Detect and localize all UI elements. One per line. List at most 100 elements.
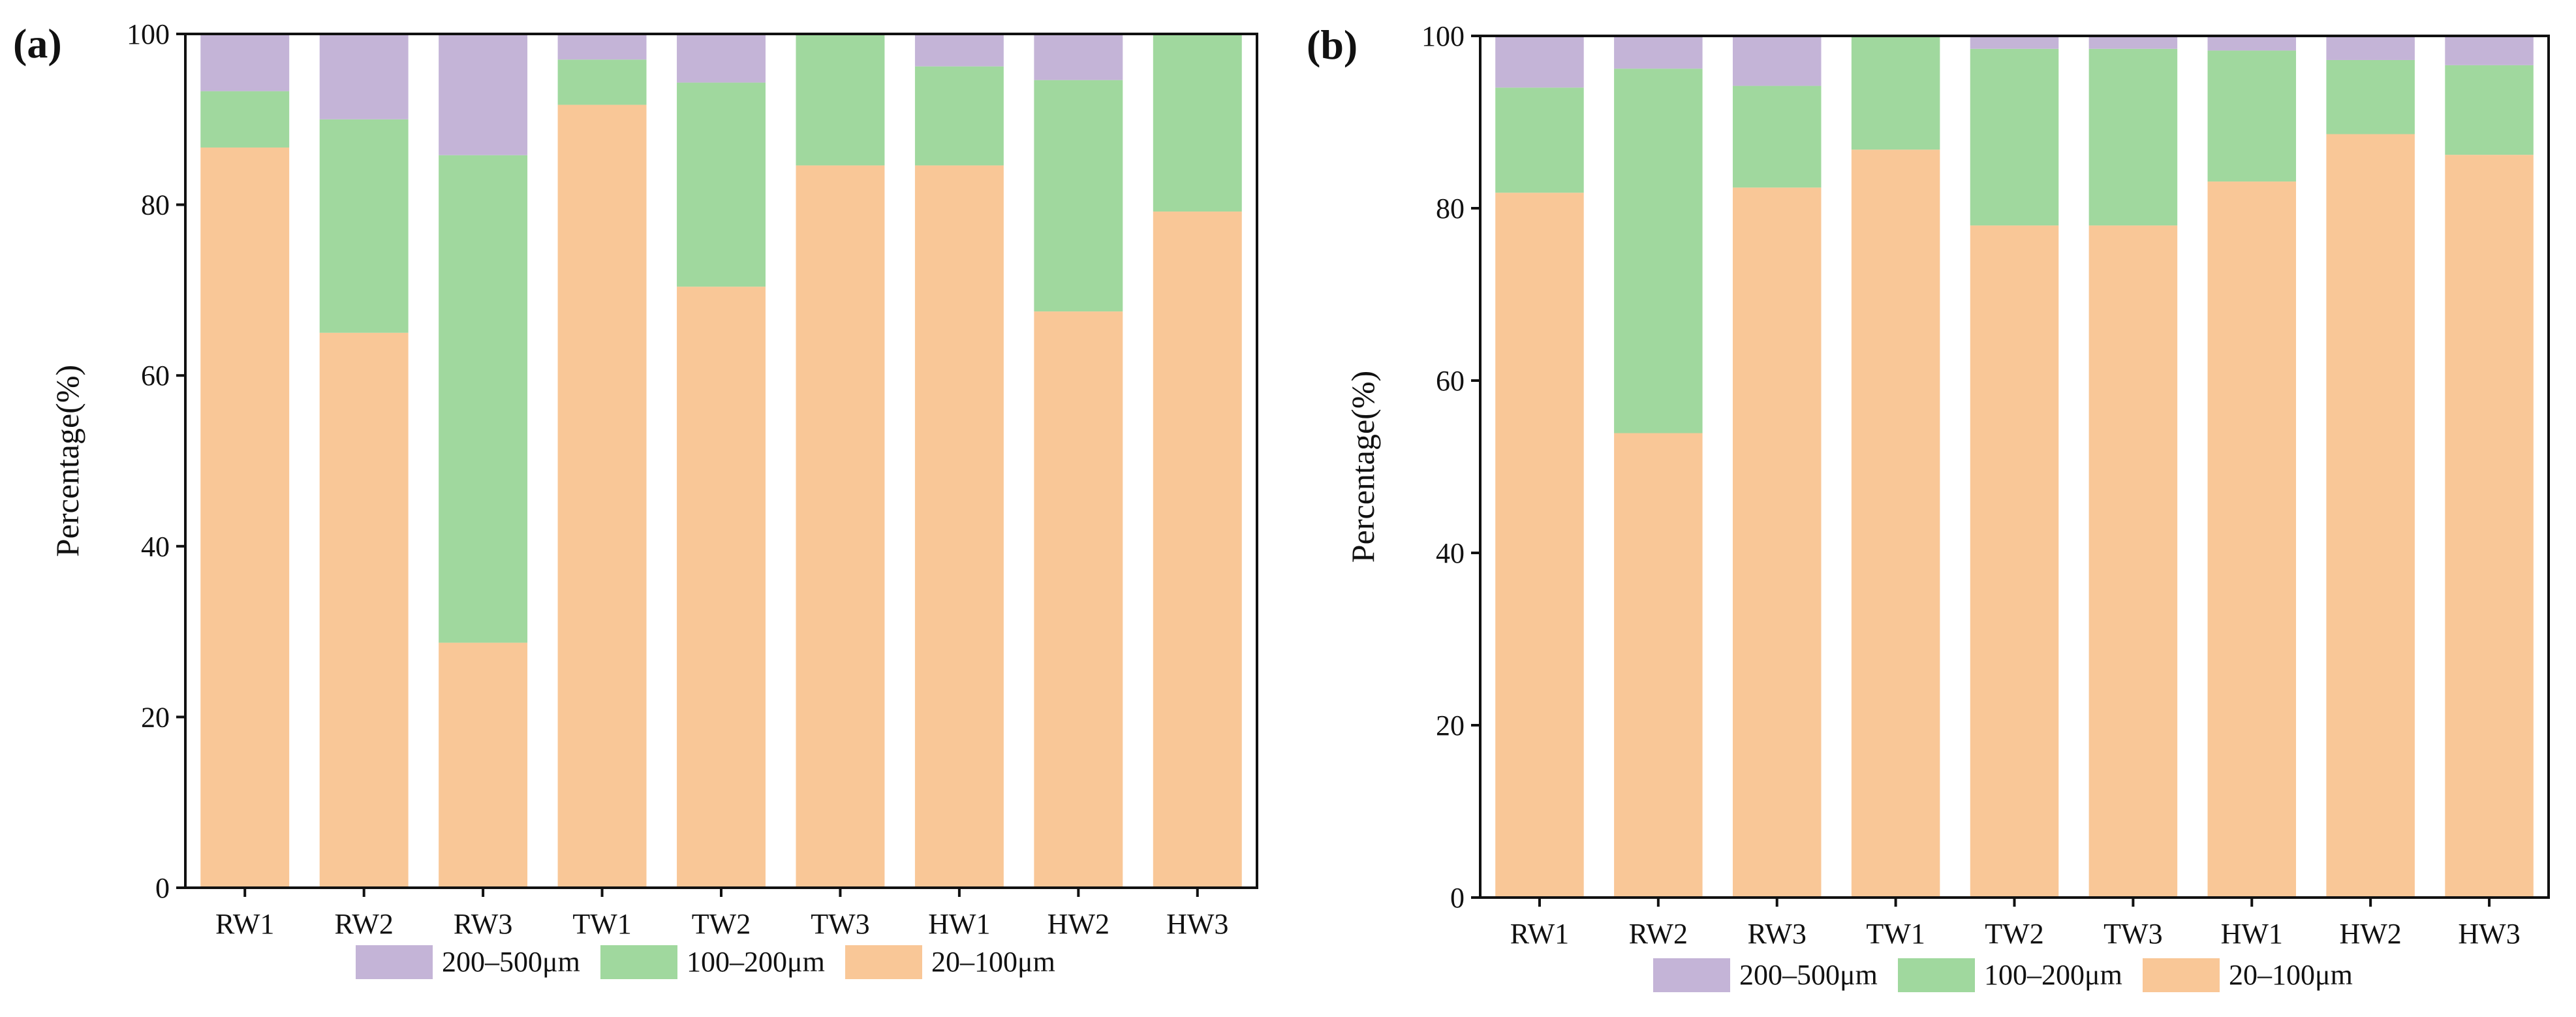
x-tick-label-hw1: HW1 [2221,918,2283,950]
y-axis-title: Percentage(%) [49,365,85,557]
bar-hw3-series-0 [1153,211,1242,888]
bar-hw1-series-1 [914,66,1004,166]
legend-swatch [2143,958,2220,992]
x-tick-label-rw3: RW3 [1747,918,1806,950]
bar-hw3-series-0 [2445,155,2534,898]
y-axis-title: Percentage(%) [1344,371,1381,563]
legend-label: 200–500μm [1739,959,1878,991]
x-tick-label-rw1: RW1 [215,908,274,940]
bar-hw2-series-1 [2326,59,2415,134]
bar-rw2-series-0 [1614,433,1703,898]
bar-tw1-series-1 [1851,36,1940,150]
x-tick-label-rw3: RW3 [454,908,512,940]
legend-label: 20–100μm [931,946,1055,978]
bar-tw3-series-2 [2088,36,2178,49]
x-tick-label-rw2: RW2 [1629,918,1688,950]
x-tick-label-tw3: TW3 [811,908,869,940]
x-tick-label-tw3: TW3 [2103,918,2162,950]
legend-label: 100–200μm [687,946,825,978]
bar-hw2-series-2 [2326,36,2415,60]
y-tick-label: 40 [1436,537,1465,569]
bar-hw1-series-0 [2207,181,2297,898]
legend-swatch [845,945,922,979]
bar-tw2-series-2 [677,34,766,83]
bar-tw2-series-2 [1970,36,2059,49]
panel-label: (a) [13,20,62,67]
bar-rw1-series-2 [200,34,290,91]
x-tick-label-rw1: RW1 [1510,918,1569,950]
y-tick-label: 60 [141,360,170,392]
bar-rw3-series-0 [439,642,528,888]
bar-hw2-series-0 [1034,311,1123,888]
legend: 200–500μm 100–200μm 20–100μm [356,945,1055,979]
legend-label: 100–200μm [1984,959,2122,991]
bar-rw1-series-1 [1495,87,1584,193]
bar-rw3-series-2 [1732,36,1822,86]
bar-hw3-series-2 [2445,36,2534,65]
bar-hw2-series-1 [1034,80,1123,312]
legend-swatch [600,945,677,979]
bar-tw1-series-0 [1851,149,1940,898]
bar-tw1-series-2 [557,34,647,60]
bar-hw1-series-2 [2207,36,2297,51]
legend: 200–500μm 100–200μm 20–100μm [1653,958,2353,992]
panel-label: (b) [1307,22,1358,68]
chart-panel-a: 0 20 40 60 80 100 RW1 RW2 RW3 TW1 TW2 TW3 HW1 HW2 HW3 P… [13,18,1258,979]
bar-tw2-series-0 [677,287,766,888]
bar-tw3-series-1 [796,34,885,166]
bar-rw2-series-1 [319,119,409,333]
x-tick-label-tw2: TW2 [692,908,751,940]
bar-hw3-series-1 [2445,65,2534,155]
x-tick-label-tw2: TW2 [1985,918,2043,950]
y-tick-label: 0 [1450,882,1465,914]
bar-rw2-series-2 [1614,36,1703,69]
bar-rw1-series-2 [1495,36,1584,88]
bar-rw3-series-1 [1732,86,1822,188]
bar-rw2-series-2 [319,34,409,119]
x-tick-label-hw3: HW3 [2458,918,2520,950]
legend-label: 20–100μm [2229,959,2353,991]
bar-tw3-series-0 [796,165,885,888]
bar-tw2-series-0 [1970,225,2059,898]
bar-hw2-series-2 [1034,34,1123,80]
bar-hw3-series-1 [1153,34,1242,212]
legend-swatch [1653,958,1730,992]
bar-tw1-series-1 [557,59,647,105]
bar-tw2-series-1 [1970,48,2059,226]
bar-rw1-series-1 [200,91,290,148]
x-tick-label-tw1: TW1 [1866,918,1925,950]
x-tick-label-rw2: RW2 [334,908,393,940]
bar-rw3-series-2 [439,34,528,155]
bar-rw3-series-1 [439,155,528,643]
bar-hw2-series-0 [2326,134,2415,898]
bar-hw1-series-2 [914,34,1004,67]
y-tick-label: 100 [1421,20,1465,52]
bar-rw2-series-1 [1614,69,1703,433]
y-tick-label: 40 [141,531,170,563]
legend-swatch [356,945,433,979]
bar-tw2-series-1 [677,82,766,287]
x-tick-label-hw3: HW3 [1166,908,1228,940]
bar-rw3-series-0 [1732,187,1822,898]
chart-panel-b: 0 20 40 60 80 100 RW1 RW2 RW3 TW1 TW2 TW3 HW1 HW2 HW3 P… [1307,20,2550,992]
y-tick-label: 60 [1436,365,1465,397]
y-tick-label: 20 [1436,710,1465,742]
bar-hw1-series-1 [2207,50,2297,182]
legend-label: 200–500μm [442,946,580,978]
y-tick-label: 20 [141,701,170,733]
bar-rw1-series-0 [1495,193,1584,898]
x-tick-label-hw2: HW2 [2340,918,2402,950]
x-tick-label-tw1: TW1 [572,908,631,940]
y-tick-label: 0 [155,872,170,904]
legend-swatch [1898,958,1975,992]
bar-tw3-series-0 [2088,225,2178,898]
bar-hw1-series-0 [914,165,1004,888]
x-tick-label-hw2: HW2 [1047,908,1110,940]
bar-rw2-series-0 [319,332,409,888]
x-tick-label-hw1: HW1 [928,908,990,940]
y-tick-label: 80 [141,189,170,221]
bar-tw1-series-0 [557,104,647,888]
bar-rw1-series-0 [200,147,290,888]
bar-tw3-series-1 [2088,48,2178,226]
